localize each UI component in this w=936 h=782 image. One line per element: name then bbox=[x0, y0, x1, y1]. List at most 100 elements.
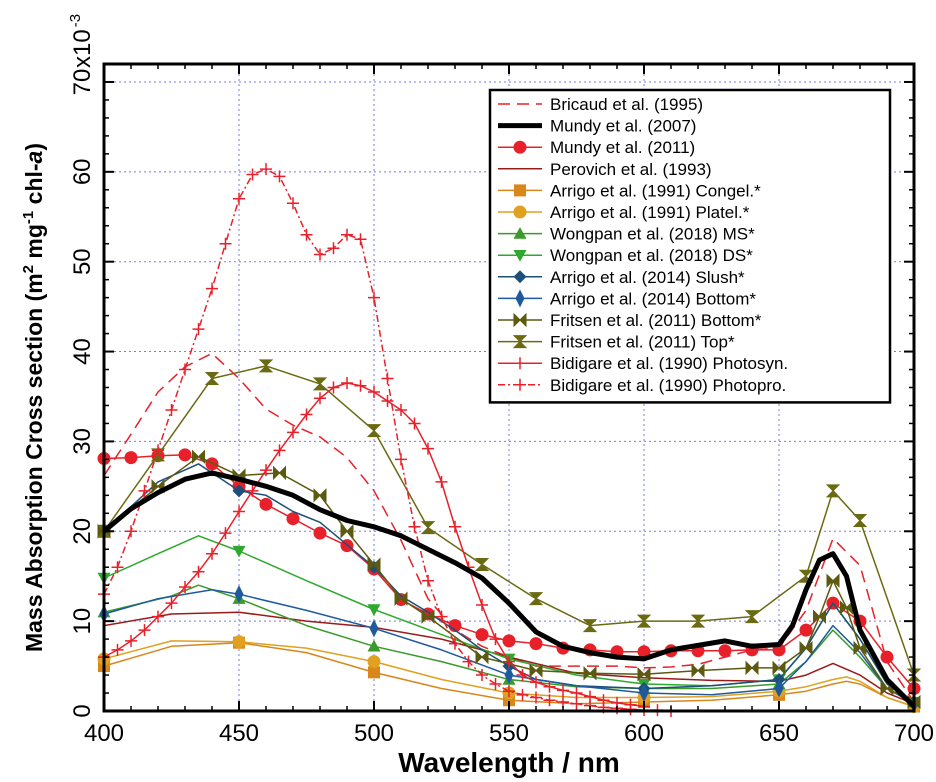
legend-label: Bidigare et al. (1990) Photosyn. bbox=[550, 354, 788, 373]
data-point bbox=[528, 592, 544, 606]
y-tick-label: 10 bbox=[69, 608, 96, 635]
legend-marker bbox=[514, 378, 526, 391]
data-point bbox=[624, 703, 637, 716]
data-point bbox=[125, 634, 137, 647]
data-point bbox=[368, 666, 380, 679]
data-point bbox=[489, 678, 502, 691]
data-point bbox=[260, 163, 272, 176]
x-axis-title: Wavelength / nm bbox=[398, 747, 619, 778]
data-point bbox=[369, 619, 379, 638]
data-point bbox=[420, 521, 436, 535]
data-point bbox=[639, 684, 649, 703]
legend-label: Fritsen et al. (2011) Top* bbox=[550, 333, 735, 352]
y-axis-title-part-2: mg bbox=[21, 224, 47, 265]
legend-item: Arrigo et al. (1991) Platel.* bbox=[498, 203, 750, 222]
y-axis-title-sup-1: 2 bbox=[20, 265, 37, 273]
y-axis-multiplier: x10-3 bbox=[67, 14, 96, 68]
data-point bbox=[204, 372, 220, 386]
legend-label: Mundy et al. (2011) bbox=[550, 138, 695, 157]
data-point bbox=[287, 197, 299, 210]
data-point bbox=[381, 372, 394, 385]
y-axis-title-sup-2: -1 bbox=[20, 211, 37, 224]
data-point bbox=[583, 666, 597, 681]
data-point bbox=[165, 597, 178, 610]
data-point bbox=[530, 691, 542, 704]
y-tick-label: 50 bbox=[69, 248, 96, 275]
data-point bbox=[476, 669, 488, 682]
y-axis-multiplier-exp: -3 bbox=[67, 14, 84, 27]
data-point bbox=[799, 623, 813, 637]
series-line bbox=[103, 584, 915, 703]
legend-label: Bricaud et al. (1995) bbox=[550, 95, 703, 114]
data-point bbox=[381, 394, 394, 407]
series-line bbox=[102, 470, 916, 709]
data-point bbox=[314, 248, 326, 261]
data-point bbox=[449, 520, 461, 533]
legend-item: Bidigare et al. (1990) Photosyn. bbox=[498, 354, 788, 373]
x-tick-label: 650 bbox=[759, 720, 799, 747]
x-tick-label: 400 bbox=[84, 720, 124, 747]
series-13 bbox=[98, 163, 677, 717]
data-point bbox=[111, 643, 124, 656]
data-point bbox=[179, 580, 191, 593]
data-point bbox=[152, 444, 164, 457]
data-point bbox=[408, 417, 421, 430]
data-point bbox=[394, 591, 408, 606]
series-3 bbox=[103, 611, 915, 705]
data-point bbox=[367, 639, 381, 652]
data-point bbox=[367, 557, 381, 572]
series-1 bbox=[102, 470, 916, 709]
legend-item: Wongpan et al. (2018) DS* bbox=[498, 246, 753, 265]
data-point bbox=[852, 513, 868, 527]
y-axis-title-italic: a bbox=[21, 150, 47, 163]
legend-item: Arrigo et al. (1991) Congel.* bbox=[498, 181, 761, 200]
data-point bbox=[286, 512, 300, 526]
data-point bbox=[570, 697, 583, 710]
legend-marker bbox=[513, 250, 527, 262]
data-point bbox=[232, 635, 246, 649]
y-axis-title-part-1: Mass Absorption Cross section (m bbox=[21, 273, 47, 652]
data-point bbox=[582, 619, 598, 633]
data-point bbox=[476, 598, 488, 611]
data-point bbox=[475, 649, 489, 665]
legend-marker bbox=[512, 335, 528, 349]
data-point bbox=[422, 442, 434, 455]
legend-label: Arrigo et al. (2014) Bottom* bbox=[550, 289, 756, 308]
data-point bbox=[111, 561, 124, 574]
legend-item: Bidigare et al. (1990) Photopro. bbox=[498, 376, 786, 395]
y-tick-label: 20 bbox=[69, 518, 96, 545]
legend-label: Wongpan et al. (2018) DS* bbox=[550, 246, 753, 265]
data-point bbox=[327, 381, 340, 394]
data-point bbox=[691, 663, 705, 678]
x-tick-label: 600 bbox=[624, 720, 664, 747]
data-point bbox=[449, 637, 461, 650]
series-line bbox=[103, 455, 915, 703]
data-point bbox=[435, 610, 448, 623]
legend-marker bbox=[515, 289, 525, 308]
y-tick-label: 70 bbox=[69, 69, 96, 96]
data-point bbox=[206, 547, 218, 560]
tick-layer: 400 450 500 550 600 650 700 0 10 20 30 40 50 60 70 bbox=[69, 64, 934, 747]
data-point bbox=[327, 242, 340, 255]
data-point bbox=[636, 614, 652, 628]
series-line bbox=[103, 588, 915, 705]
data-point bbox=[745, 660, 759, 676]
data-point bbox=[395, 403, 407, 416]
data-point bbox=[772, 660, 786, 676]
data-point bbox=[543, 680, 556, 693]
data-point bbox=[192, 449, 205, 464]
data-point bbox=[232, 484, 246, 498]
data-point bbox=[462, 655, 475, 668]
data-point bbox=[300, 228, 313, 241]
series-line bbox=[103, 463, 915, 703]
data-point bbox=[300, 408, 313, 421]
data-point bbox=[246, 484, 259, 497]
data-point bbox=[637, 666, 651, 682]
legend-marker bbox=[513, 312, 527, 328]
data-point bbox=[529, 663, 543, 678]
data-point bbox=[340, 524, 354, 539]
data-point bbox=[233, 505, 245, 518]
data-point bbox=[165, 403, 178, 416]
data-point bbox=[179, 363, 191, 376]
